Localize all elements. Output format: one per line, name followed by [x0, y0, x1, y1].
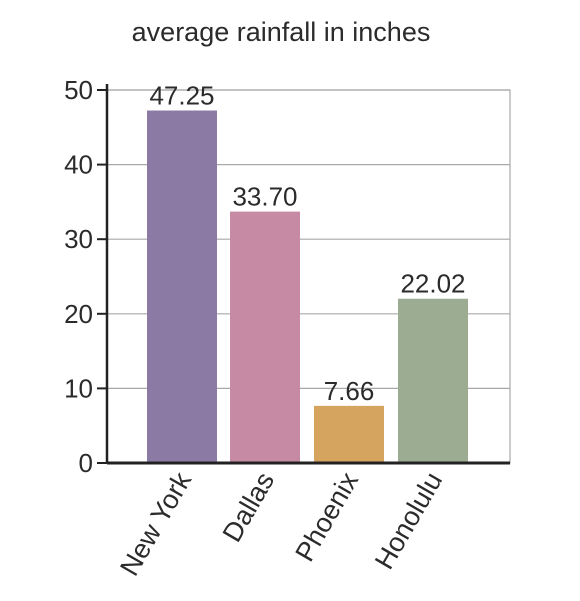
bar-phoenix: [314, 406, 384, 463]
bar-dallas: [230, 212, 300, 463]
data-label: 33.70: [232, 182, 297, 212]
y-tick-label: 0: [79, 448, 93, 478]
data-label: 22.02: [400, 269, 465, 299]
x-tick-label: Honolulu: [369, 467, 448, 574]
y-tick-label: 10: [64, 373, 93, 403]
x-tick-label: New York: [114, 467, 197, 581]
y-tick-label: 30: [64, 224, 93, 254]
data-label: 7.66: [324, 376, 375, 406]
x-tick-label: Phoenix: [289, 467, 364, 567]
bar-new-york: [147, 111, 217, 463]
y-tick-label: 40: [64, 150, 93, 180]
y-tick-label: 50: [64, 75, 93, 105]
bar-honolulu: [398, 299, 468, 463]
y-tick-label: 20: [64, 299, 93, 329]
data-label: 47.25: [149, 81, 214, 111]
chart-title: average rainfall in inches: [132, 17, 431, 47]
x-tick-label: Dallas: [217, 467, 280, 547]
